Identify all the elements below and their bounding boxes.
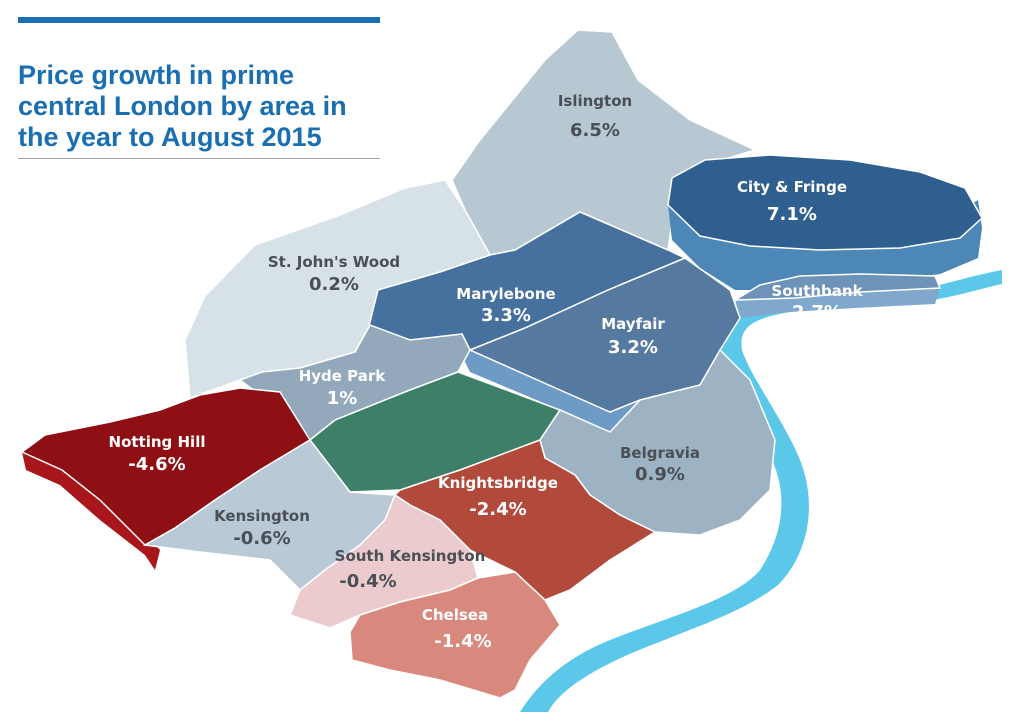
river-thames <box>520 270 1002 712</box>
area-value: 0.9% <box>635 464 685 485</box>
label-southbank: Southbank 2.7% <box>771 282 863 323</box>
label-kensington: Kensington -0.6% <box>214 507 310 549</box>
label-city-fringe: City & Fringe 7.1% <box>737 178 847 225</box>
map-title: Price growth in prime central London by … <box>18 60 347 152</box>
label-south-kensington: South Kensington -0.4% <box>335 547 486 592</box>
area-notting-hill-side <box>22 452 160 570</box>
area-name: Islington <box>558 92 632 110</box>
label-belgravia: Belgravia 0.9% <box>620 444 700 485</box>
label-notting-hill: Notting Hill -4.6% <box>109 433 206 475</box>
area-name: South Kensington <box>335 547 486 565</box>
area-value: -2.4% <box>469 499 526 520</box>
area-name: Kensington <box>214 507 310 525</box>
label-knightsbridge: Knightsbridge -2.4% <box>438 474 558 520</box>
area-value: 3.2% <box>608 337 658 358</box>
label-islington: Islington 6.5% <box>558 92 632 141</box>
area-name: St. John's Wood <box>268 253 400 271</box>
title-bottom-rule <box>18 158 380 159</box>
label-marylebone: Marylebone 3.3% <box>456 285 555 326</box>
area-value: 7.1% <box>767 204 817 225</box>
label-hyde-park: Hyde Park 1% <box>299 367 387 409</box>
area-value: 3.3% <box>481 305 531 326</box>
area-value: 2.7% <box>792 302 842 323</box>
area-name: City & Fringe <box>737 178 847 196</box>
area-southbank <box>732 273 942 301</box>
title-top-rule <box>18 17 380 23</box>
area-name: Knightsbridge <box>438 474 558 492</box>
area-value: 1% <box>327 388 358 409</box>
label-chelsea: Chelsea -1.4% <box>422 606 492 652</box>
area-name: Belgravia <box>620 444 700 462</box>
area-value: -0.4% <box>339 571 396 592</box>
area-name: Marylebone <box>456 285 555 303</box>
label-st-johns-wood: St. John's Wood 0.2% <box>268 253 400 295</box>
area-chelsea <box>349 571 561 699</box>
area-mayfair <box>468 257 741 413</box>
area-name: Notting Hill <box>109 433 206 451</box>
label-mayfair: Mayfair 3.2% <box>601 315 665 358</box>
area-value: -0.6% <box>233 528 290 549</box>
area-value: 6.5% <box>570 120 620 141</box>
area-name: Chelsea <box>422 606 488 624</box>
area-value: -1.4% <box>434 631 491 652</box>
area-value: 0.2% <box>309 274 359 295</box>
area-mayfair-side <box>470 350 640 432</box>
area-name: Hyde Park <box>299 367 387 385</box>
area-city-fringe <box>667 154 983 251</box>
area-value: -4.6% <box>128 454 185 475</box>
area-name: Southbank <box>771 282 863 300</box>
area-southbank-side <box>735 288 940 318</box>
area-name: Mayfair <box>601 315 665 333</box>
